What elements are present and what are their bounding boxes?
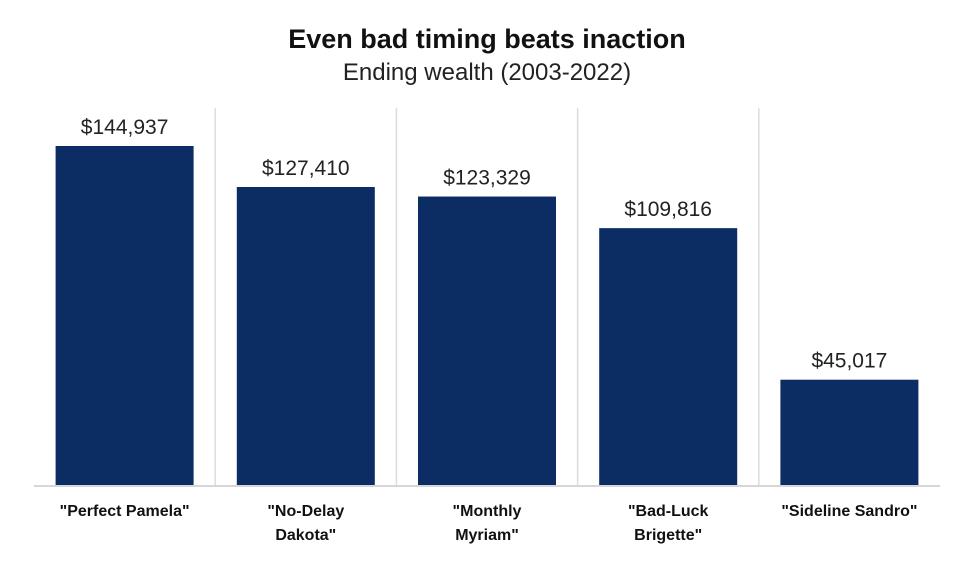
category-labels-group: "Perfect Pamela" "No-Delay Dakota" "Monthly… <box>60 503 918 544</box>
category-label-line: "Sideline Sandro" <box>781 503 917 520</box>
category-label-line: Myriam" <box>455 527 519 544</box>
data-label: $144,937 <box>81 116 169 139</box>
bar <box>55 146 194 485</box>
chart-subtitle: Ending wealth (2003-2022) <box>343 59 631 86</box>
category-label: "Perfect Pamela" <box>60 503 190 520</box>
bar <box>236 186 375 485</box>
category-label-line: "Bad-Luck <box>628 503 709 520</box>
category-label-line: "Monthly <box>453 503 522 520</box>
category-label-line: "No-Delay <box>267 503 344 520</box>
data-label: $123,329 <box>443 167 531 190</box>
category-label: "Sideline Sandro" <box>781 503 917 520</box>
data-label: $45,017 <box>811 350 887 373</box>
category-label: "No-Delay Dakota" <box>267 503 344 544</box>
bars-group <box>55 146 919 485</box>
category-dividers <box>214 108 760 485</box>
category-label-line: Dakota" <box>275 527 336 544</box>
category-label-line: Brigette" <box>634 527 702 544</box>
bar <box>599 228 738 485</box>
bar <box>780 379 919 485</box>
category-label: "Monthly Myriam" <box>453 503 522 544</box>
data-label: $127,410 <box>262 157 350 180</box>
data-label: $109,816 <box>624 198 712 221</box>
chart-title: Even bad timing beats inaction <box>288 24 686 54</box>
category-label: "Bad-Luck Brigette" <box>628 503 709 544</box>
category-label-line: "Perfect Pamela" <box>60 503 190 520</box>
bar <box>418 196 556 485</box>
data-labels-group: $144,937 $127,410 $123,329 $109,816 $45,017 <box>81 116 888 373</box>
